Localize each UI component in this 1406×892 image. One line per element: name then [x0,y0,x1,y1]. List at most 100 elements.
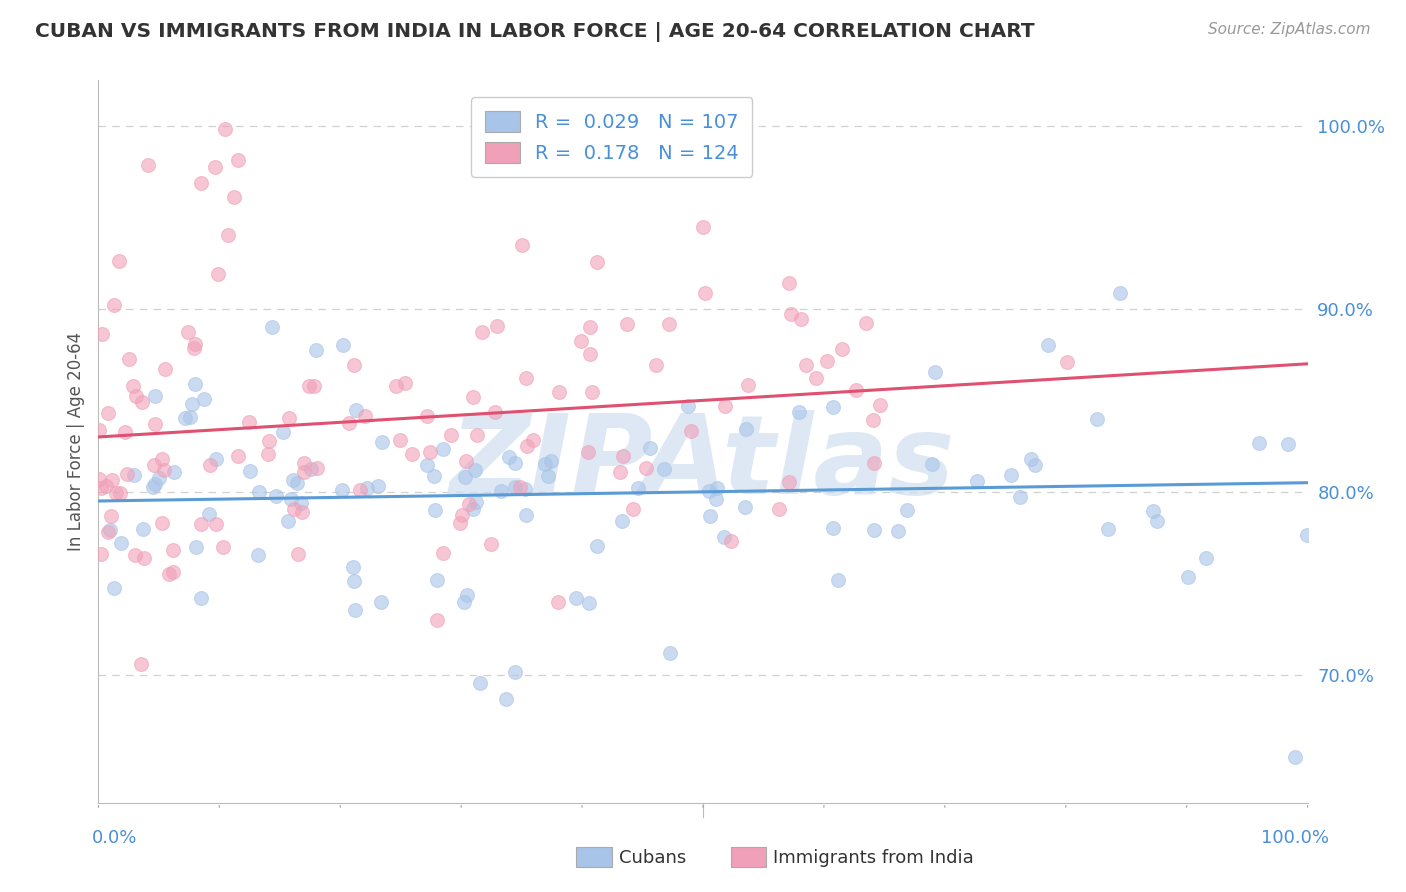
Point [564,591,586,605]
Point [621,501,644,516]
Point [349,483,371,497]
Point [205,516,228,531]
Point [432,442,454,457]
Point [456,588,478,602]
Point [426,573,449,587]
Point [464,495,486,509]
Text: 100.0%: 100.0% [1261,830,1329,847]
Point [855,316,877,330]
Point [97,406,120,420]
Point [153,362,176,376]
Point [305,343,328,358]
Point [183,341,205,355]
Point [174,410,197,425]
Point [706,481,728,495]
Point [652,462,675,476]
Point [495,692,517,706]
Point [132,550,155,565]
Point [509,480,531,494]
Point [198,508,221,522]
Point [821,400,844,414]
Point [1109,285,1132,300]
Point [468,676,491,690]
Point [1056,355,1078,369]
Point [586,255,609,269]
Point [344,603,367,617]
Point [498,450,520,464]
Point [150,516,173,531]
Point [193,392,215,406]
Point [148,470,170,484]
Point [117,467,139,481]
Point [616,317,638,331]
Point [827,573,849,587]
Point [389,433,412,447]
Point [330,483,353,497]
Point [966,475,988,489]
Point [720,534,742,549]
Point [273,425,295,439]
Point [454,454,477,468]
Legend: R =  0.029   N = 107, R =  0.178   N = 124: R = 0.029 N = 107, R = 0.178 N = 124 [471,97,752,177]
Point [370,434,392,449]
Point [298,379,321,393]
Point [94,479,117,493]
Point [921,458,943,472]
Point [924,365,946,379]
Point [426,613,449,627]
Point [142,480,165,494]
Point [778,475,800,489]
Point [1036,337,1059,351]
Point [184,541,207,555]
Point [337,416,360,430]
Point [471,325,494,339]
Point [104,485,127,500]
Point [204,160,226,174]
Point [277,514,299,528]
Point [515,508,537,522]
Text: Cubans: Cubans [619,849,686,867]
Point [547,385,569,400]
Point [681,424,703,438]
Point [513,482,536,496]
Point [257,447,280,461]
Point [124,548,146,562]
Point [569,334,592,348]
Point [122,468,145,483]
Point [90,481,112,495]
Point [177,325,200,339]
Point [578,596,600,610]
Point [145,389,167,403]
Point [110,485,132,500]
Point [734,500,756,514]
Point [579,347,602,361]
Point [205,452,228,467]
Point [581,384,603,399]
Point [458,497,481,511]
Point [278,411,301,425]
Point [217,228,239,243]
Point [287,547,309,561]
Point [98,523,121,537]
Point [510,238,533,252]
Point [845,384,868,398]
Point [207,267,229,281]
Point [292,465,315,479]
Point [676,399,699,413]
Point [1249,436,1271,450]
Point [226,153,249,167]
Point [780,307,803,321]
Point [304,379,326,393]
Point [638,442,661,456]
Text: 0.0%: 0.0% [91,830,136,847]
Point [537,468,560,483]
Point [1296,527,1319,541]
Point [97,524,120,539]
Point [579,320,602,334]
Point [432,546,454,560]
Point [425,503,447,517]
Point [103,298,125,312]
Point [136,157,159,171]
Point [714,399,737,413]
Point [100,509,122,524]
